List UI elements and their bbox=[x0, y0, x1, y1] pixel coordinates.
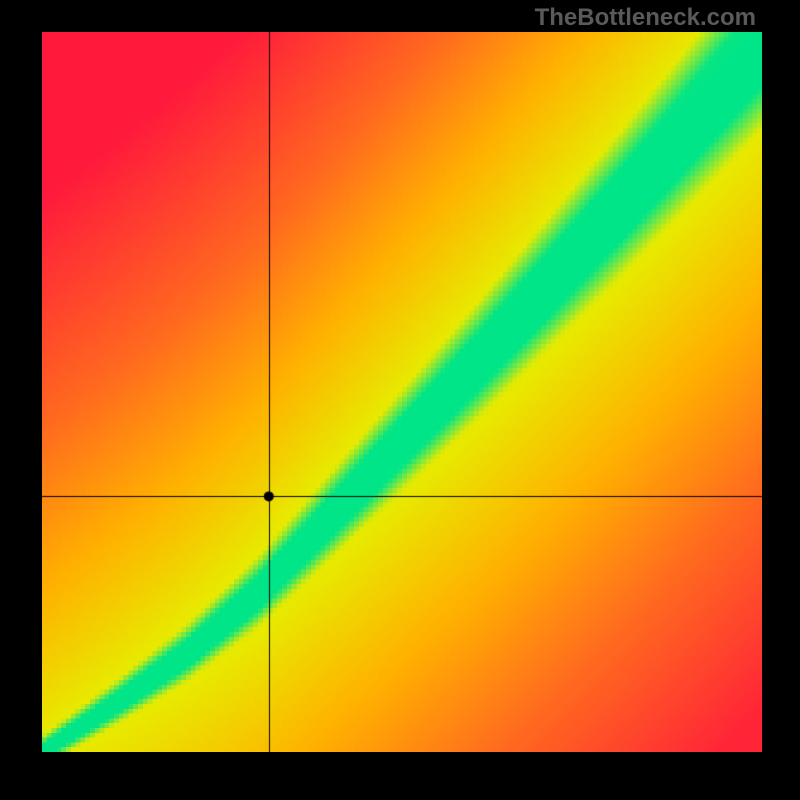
crosshair-overlay bbox=[42, 32, 762, 752]
watermark-text: TheBottleneck.com bbox=[535, 4, 756, 32]
chart-container: TheBottleneck.com bbox=[0, 0, 800, 800]
